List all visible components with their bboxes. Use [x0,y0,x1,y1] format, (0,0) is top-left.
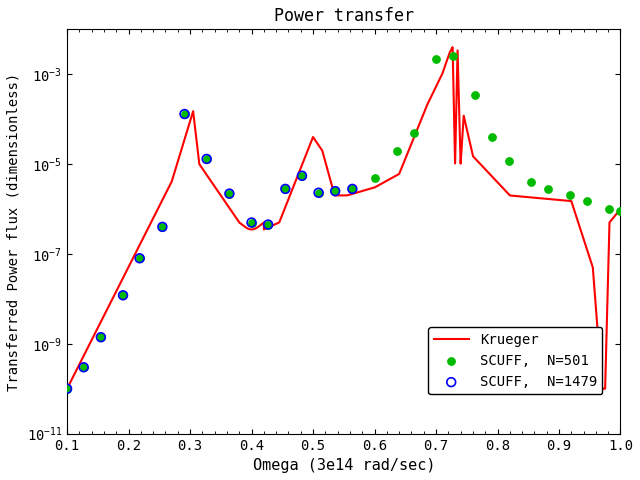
SCUFF,  N=1479 [202,155,212,163]
SCUFF,  N=501 [543,185,553,193]
SCUFF,  N=501 [616,207,626,215]
Krueger [617,206,625,212]
SCUFF,  N=501 [96,334,106,341]
SCUFF,  N=501 [565,192,575,199]
SCUFF,  N=501 [297,172,307,180]
SCUFF,  N=501 [314,189,324,197]
SCUFF,  N=501 [470,91,481,98]
SCUFF,  N=501 [179,110,189,118]
SCUFF,  N=501 [369,174,380,181]
SCUFF,  N=501 [62,385,72,393]
SCUFF,  N=501 [330,187,340,195]
SCUFF,  N=1479 [134,254,145,262]
SCUFF,  N=1479 [348,185,358,193]
SCUFF,  N=501 [246,219,257,227]
SCUFF,  N=501 [224,190,234,197]
SCUFF,  N=501 [504,156,514,164]
SCUFF,  N=501 [348,185,358,193]
Krueger [63,386,71,392]
SCUFF,  N=501 [263,221,273,228]
SCUFF,  N=1479 [224,190,234,197]
Krueger [449,44,456,50]
Krueger [264,225,271,231]
SCUFF,  N=501 [431,55,441,63]
SCUFF,  N=501 [118,291,128,299]
SCUFF,  N=1479 [330,187,340,195]
SCUFF,  N=501 [134,254,145,262]
SCUFF,  N=1479 [179,110,189,118]
SCUFF,  N=1479 [246,219,257,227]
Krueger [474,158,481,164]
SCUFF,  N=1479 [79,363,89,371]
Krueger [415,123,422,129]
SCUFF,  N=501 [447,52,458,60]
SCUFF,  N=1479 [62,385,72,393]
Krueger [390,174,398,180]
Krueger [503,190,511,195]
SCUFF,  N=1479 [96,334,106,341]
Y-axis label: Transferred Power flux (dimensionless): Transferred Power flux (dimensionless) [7,72,21,391]
X-axis label: Omega (3e14 rad/sec): Omega (3e14 rad/sec) [253,458,435,473]
SCUFF,  N=501 [79,363,89,371]
SCUFF,  N=501 [487,133,497,141]
SCUFF,  N=501 [280,185,291,193]
SCUFF,  N=501 [409,129,419,136]
SCUFF,  N=501 [157,223,168,231]
Line: Krueger: Krueger [67,47,621,389]
SCUFF,  N=501 [582,197,592,205]
SCUFF,  N=501 [392,147,402,155]
SCUFF,  N=501 [202,155,212,163]
SCUFF,  N=1479 [280,185,291,193]
SCUFF,  N=1479 [118,291,128,299]
SCUFF,  N=1479 [297,172,307,180]
SCUFF,  N=501 [526,178,536,186]
Legend: Krueger, SCUFF,  N=501, SCUFF,  N=1479: Krueger, SCUFF, N=501, SCUFF, N=1479 [428,327,602,395]
SCUFF,  N=1479 [157,223,168,231]
SCUFF,  N=1479 [263,221,273,228]
Title: Power transfer: Power transfer [274,7,414,25]
SCUFF,  N=1479 [314,189,324,197]
Krueger [91,331,99,336]
SCUFF,  N=501 [604,205,614,213]
